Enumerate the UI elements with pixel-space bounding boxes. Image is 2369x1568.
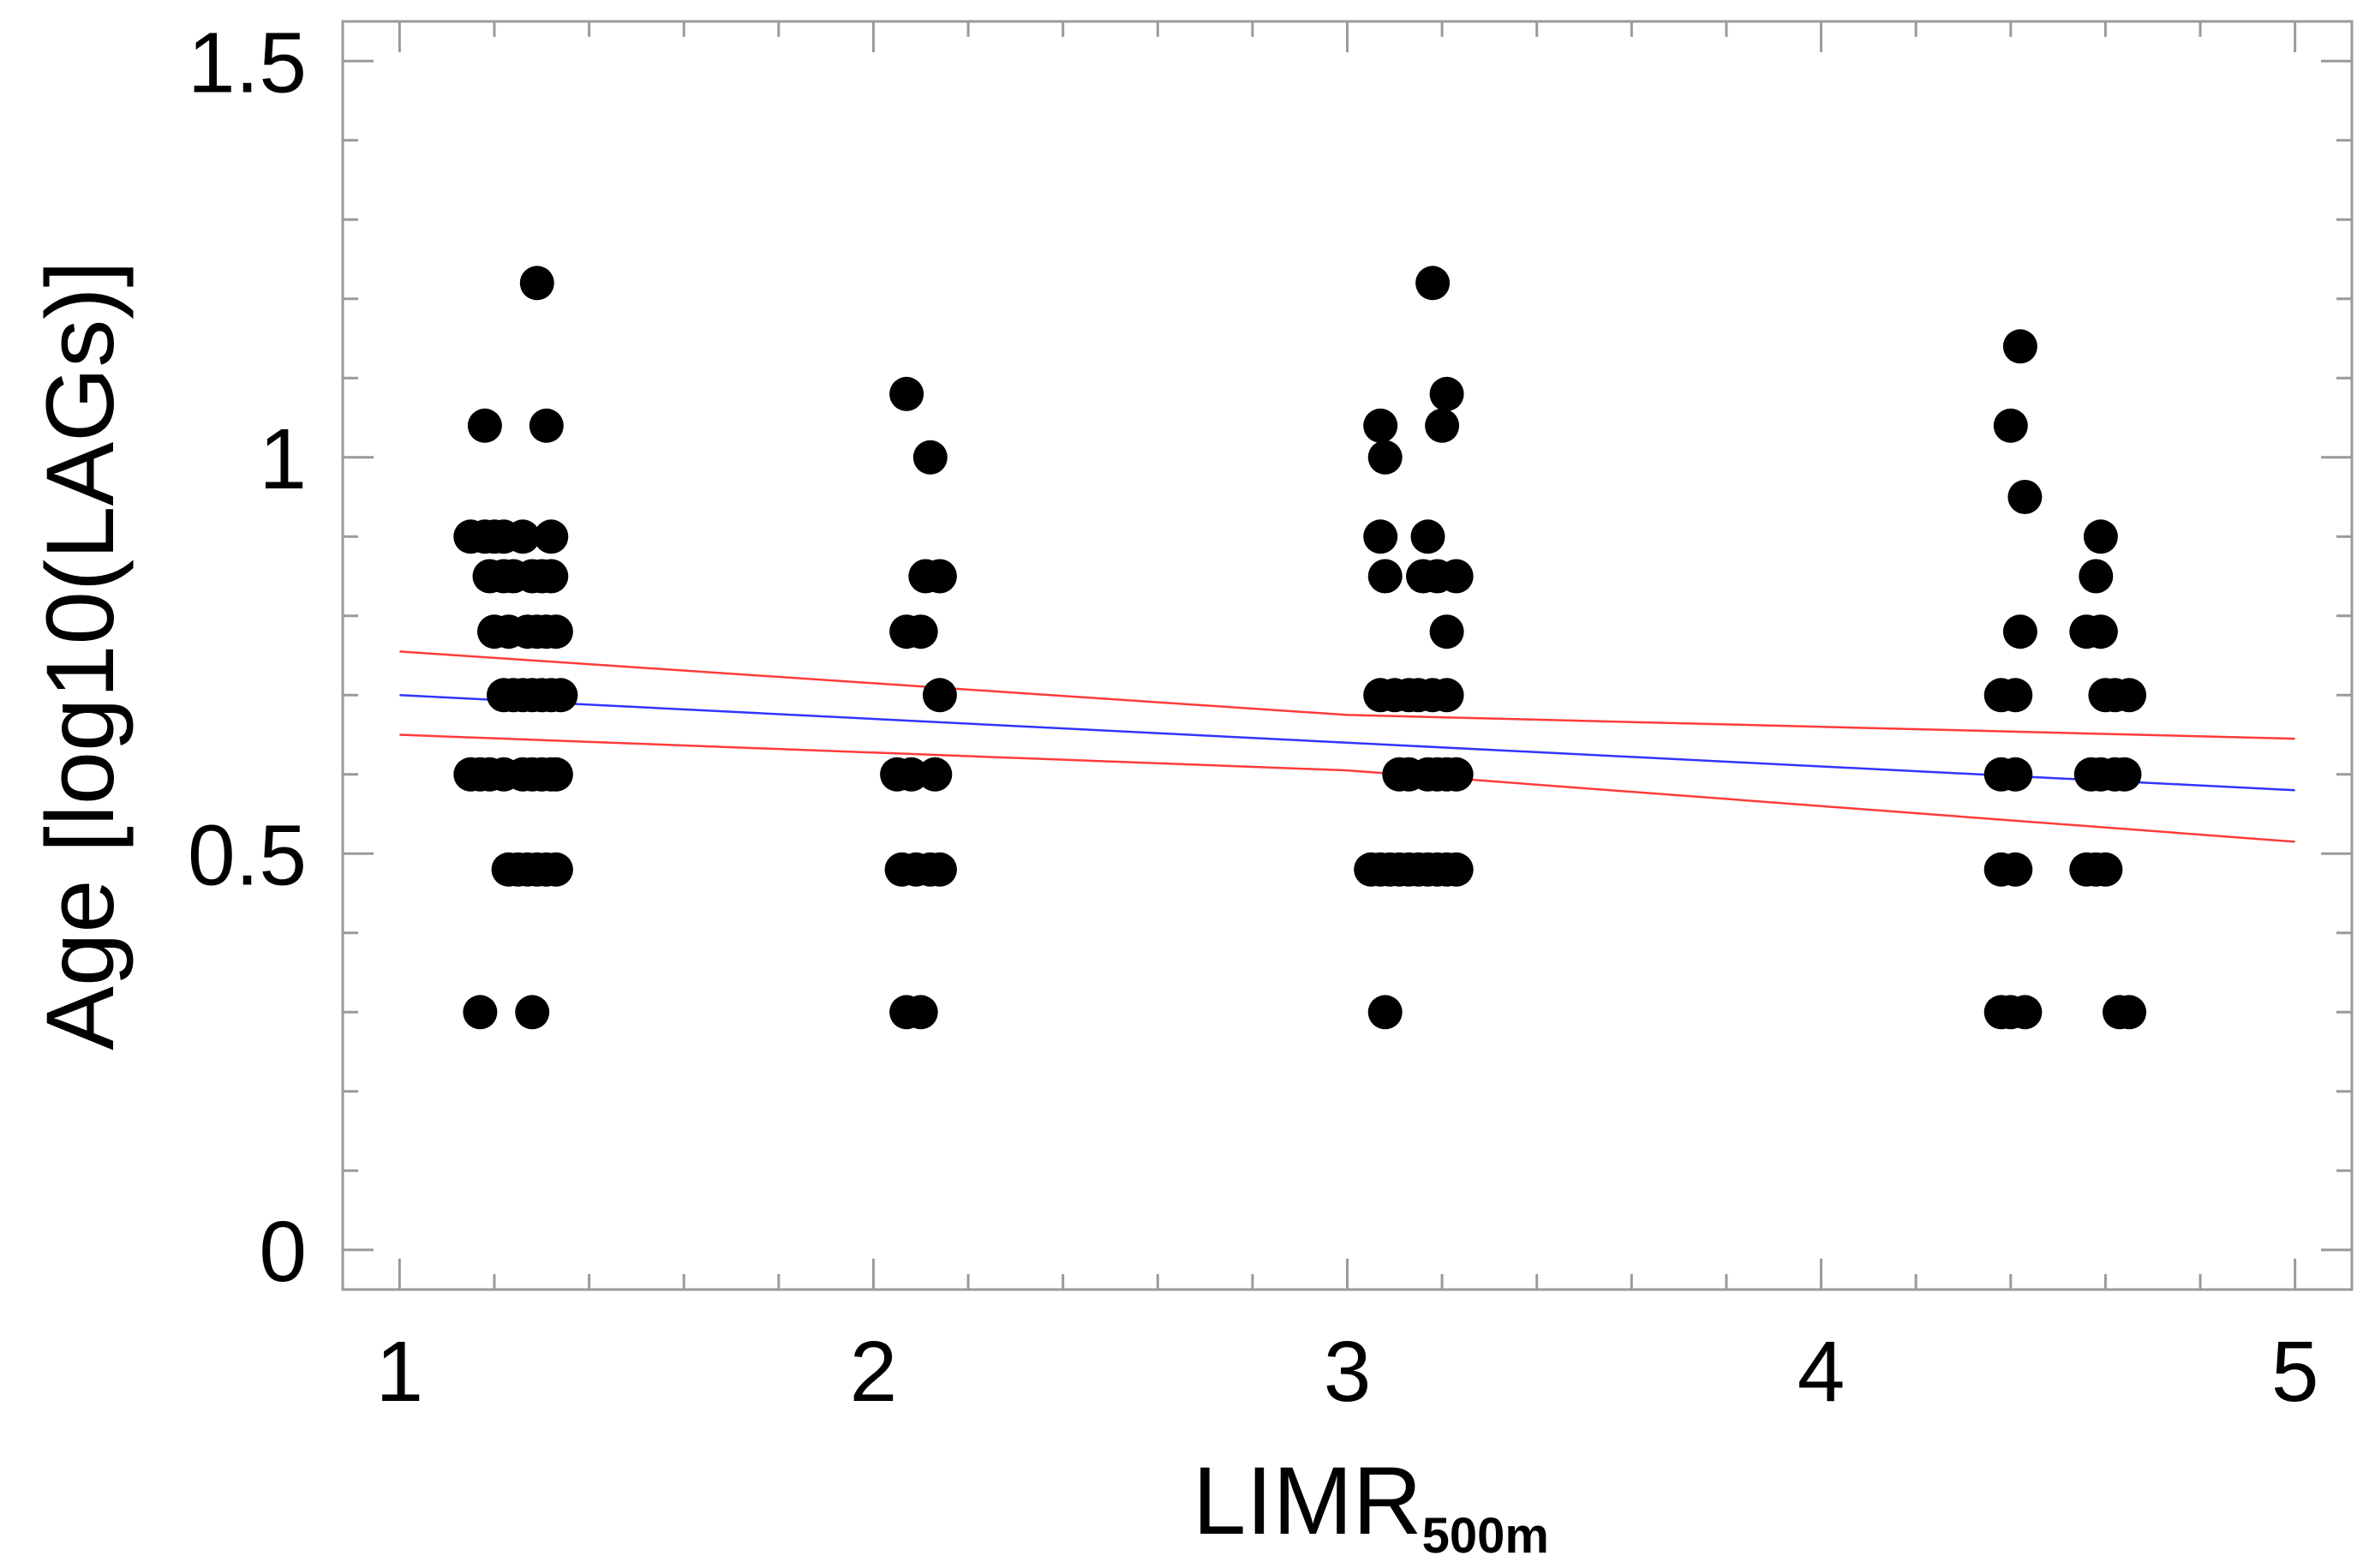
x-tick-label: 3 <box>1324 1324 1372 1420</box>
data-point <box>2112 995 2147 1030</box>
data-point <box>2107 757 2142 792</box>
data-point <box>1363 519 1398 554</box>
data-point <box>2007 480 2043 514</box>
data-point <box>543 678 578 713</box>
data-point <box>1429 614 1464 649</box>
data-point <box>1367 559 1403 594</box>
data-point <box>1415 266 1451 301</box>
data-point <box>922 852 957 887</box>
x-tick-label: 4 <box>1798 1324 1846 1420</box>
data-point <box>2002 329 2037 364</box>
data-point <box>538 614 573 649</box>
fit-line <box>399 694 2295 792</box>
data-point <box>2088 852 2123 887</box>
x-tick-label: 2 <box>850 1324 898 1420</box>
data-point <box>903 614 938 649</box>
data-point <box>1998 757 2033 792</box>
data-point <box>1367 440 1403 475</box>
plot-frame <box>341 20 2354 1291</box>
data-point <box>1363 408 1398 443</box>
y-tick-label: 0 <box>259 1204 307 1300</box>
y-axis-title: Age [log10(LAGs)] <box>27 260 134 1050</box>
data-point <box>463 995 498 1030</box>
data-point <box>538 852 573 887</box>
y-tick-labels: 0 0.5 1 1.5 <box>188 15 307 1300</box>
data-point <box>1439 559 1474 594</box>
data-point <box>538 757 573 792</box>
data-point <box>467 408 502 443</box>
data-point <box>529 408 564 443</box>
data-point <box>1439 852 1474 887</box>
x-tick-label: 5 <box>2271 1324 2319 1420</box>
data-point <box>1993 408 2028 443</box>
data-point <box>889 376 924 411</box>
data-point <box>918 757 953 792</box>
ci-upper-line <box>399 650 2295 740</box>
regression-lines <box>399 650 2295 843</box>
data-point <box>2112 678 2147 713</box>
data-point <box>922 678 957 713</box>
data-point <box>1998 852 2033 887</box>
data-point <box>515 995 550 1030</box>
data-point <box>1425 408 1460 443</box>
data-point <box>2002 614 2037 649</box>
data-point <box>894 757 929 792</box>
data-point <box>1439 757 1474 792</box>
data-point <box>506 519 541 554</box>
data-point <box>519 266 554 301</box>
data-point <box>1429 678 1464 713</box>
data-point <box>922 559 957 594</box>
ci-lower-line <box>399 733 2295 843</box>
data-point <box>1998 678 2033 713</box>
y-tick-label: 1.5 <box>188 15 307 111</box>
data-point <box>1429 376 1464 411</box>
data-point <box>534 559 569 594</box>
data-point <box>912 440 948 475</box>
data-point <box>1367 995 1403 1030</box>
minor-ticks <box>343 21 2352 1290</box>
y-tick-label: 0.5 <box>188 807 307 903</box>
data-point <box>903 995 938 1030</box>
data-point <box>1410 519 1445 554</box>
data-points <box>453 266 2147 1030</box>
y-tick-label: 1 <box>259 411 307 507</box>
data-point <box>534 519 569 554</box>
major-ticks <box>343 21 2352 1290</box>
x-tick-label: 1 <box>376 1324 424 1420</box>
data-point <box>2007 995 2043 1030</box>
data-point <box>2083 614 2118 649</box>
x-axis-title: LIMR500m <box>1193 1447 1549 1564</box>
data-point <box>2079 559 2114 594</box>
data-point <box>2083 519 2118 554</box>
x-tick-labels: 1 2 3 4 5 <box>376 1324 2319 1420</box>
